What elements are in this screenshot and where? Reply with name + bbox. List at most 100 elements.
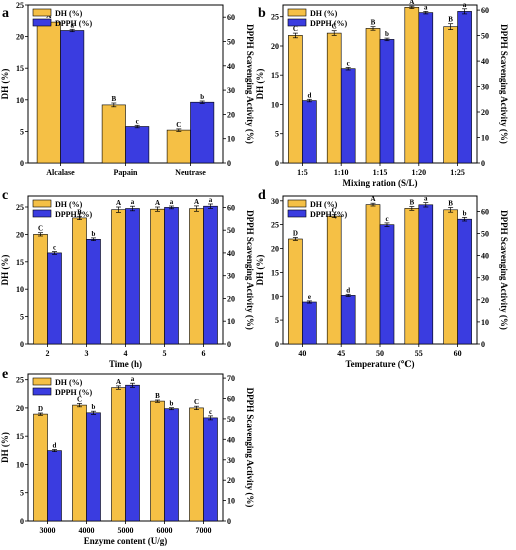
panel-b: b Cd 1:5 Cc 1:10 Bb 1:15 Aa 1:20 Ba 1:25 0 5 10 15 20 25…: [255, 0, 509, 188]
significance-letter: c: [347, 59, 350, 67]
dpph-error-bar-b-1: [345, 67, 351, 71]
panel-letter: c: [2, 188, 8, 203]
y-tick-label: 25: [271, 13, 279, 22]
dpph-bar-e-0: [47, 450, 62, 522]
legend-swatch-dh: [32, 8, 52, 17]
y2-tick-label: 20: [227, 476, 235, 485]
significance-letter: b: [92, 403, 96, 411]
x-tick-label: 7000: [196, 526, 212, 535]
y2-axis-title: DPPH Scavenging Activity (%): [245, 24, 255, 144]
dh-error-bar-d-0: [292, 237, 298, 241]
dh-bar-e-4: [189, 407, 204, 522]
legend-swatch-dh: [287, 8, 307, 17]
dpph-bar-b-3: [418, 12, 434, 164]
dh-error-bar-e-3: [154, 399, 160, 403]
significance-letter: d: [346, 286, 350, 294]
y2-tick-label: 30: [481, 274, 489, 283]
x-tick-label: 55: [415, 349, 423, 358]
y2-tick-label: 60: [227, 395, 235, 404]
dpph-bar-e-4: [203, 417, 218, 522]
x-tick-label: 1:25: [450, 168, 465, 177]
dh-error-bar-d-3: [409, 206, 415, 211]
y2-tick-label: 60: [227, 13, 235, 22]
dpph-bar-c-0: [47, 252, 62, 345]
dpph-bar-a-1: [125, 126, 150, 164]
y-tick-label: 5: [20, 313, 24, 322]
y-tick-label: 10: [16, 461, 24, 470]
y2-tick-label: 10: [481, 318, 489, 327]
y2-tick-label: 40: [481, 252, 489, 261]
y-axis-title: DH (%): [0, 432, 10, 463]
dh-bar-e-2: [111, 387, 126, 522]
dh-bar-d-1: [326, 215, 342, 345]
dh-error-bar-e-4: [193, 405, 199, 410]
dpph-bar-b-0: [302, 100, 317, 164]
y2-tick-label: 0: [227, 517, 231, 526]
legend-label: DH (%): [55, 200, 83, 209]
legend-swatch-dh: [32, 377, 52, 386]
dh-bar-c-1: [72, 217, 87, 345]
dpph-bar-c-4: [203, 205, 218, 345]
dpph-error-bar-e-0: [52, 449, 58, 452]
legend: DH (%)DPPH (%): [32, 199, 92, 219]
significance-letter: b: [200, 93, 204, 101]
significance-letter: c: [385, 215, 388, 223]
dpph-error-bar-e-2: [130, 382, 136, 388]
dpph-error-bar-b-2: [384, 37, 390, 42]
dpph-bar-c-3: [164, 207, 179, 345]
legend-label: DPPH (%): [55, 210, 92, 219]
dpph-error-bar-c-3: [169, 205, 175, 210]
dh-bar-b-0: [288, 35, 303, 164]
dh-error-bar-b-4: [448, 23, 454, 30]
y-tick-label: 10: [16, 96, 24, 105]
x-tick-label: 6000: [157, 526, 173, 535]
y-tick-label: 15: [271, 71, 279, 80]
dpph-bar-c-1: [86, 239, 101, 345]
legend-swatch-dh: [32, 199, 52, 208]
x-tick-label: 1:5: [297, 168, 308, 177]
x-tick-label: Neutrase: [175, 168, 206, 177]
y2-tick-label: 0: [227, 340, 231, 349]
y-tick-label: 10: [16, 285, 24, 294]
panel-letter: a: [2, 6, 9, 21]
y-tick-label: 0: [20, 340, 24, 349]
significance-letter: C: [332, 207, 337, 215]
y-tick-label: 30: [271, 197, 279, 206]
dpph-bar-d-4: [457, 218, 472, 345]
y2-tick-label: 30: [227, 272, 235, 281]
y-axis-title: DH (%): [0, 69, 10, 100]
dpph-error-bar-e-4: [208, 415, 214, 421]
dh-error-bar-c-1: [76, 215, 82, 220]
significance-letter: D: [293, 230, 298, 238]
y2-tick-label: 40: [227, 249, 235, 258]
legend: DH (%)DPPH (%): [32, 8, 92, 28]
y-tick-label: 20: [271, 42, 279, 51]
panel-e: e Dd 3000 Cb 4000 A a 5000 Bb 6000 Cc 7000 0 5 10 15 20 2…: [0, 367, 255, 546]
dh-error-bar-c-3: [154, 206, 160, 212]
dh-error-bar-c-0: [37, 232, 43, 237]
significance-letter: B: [448, 16, 453, 24]
y2-tick-label: 20: [227, 295, 235, 304]
significance-letter: C: [194, 398, 199, 406]
dh-bar-d-2: [365, 204, 381, 345]
dh-error-bar-a-1: [111, 102, 117, 108]
panel-a: aAaAlcalaseBcPapainCbNeutrase05101520250…: [0, 1, 255, 177]
y-tick-label: 5: [275, 316, 279, 325]
y2-tick-label: 30: [227, 456, 235, 465]
y2-tick-label: 50: [227, 38, 235, 47]
dpph-error-bar-b-4: [462, 8, 468, 15]
dpph-error-bar-b-0: [306, 98, 312, 103]
y2-tick-label: 20: [481, 296, 489, 305]
dpph-error-bar-a-2: [199, 100, 205, 104]
y-tick-label: 5: [20, 127, 24, 136]
significance-letter: D: [38, 405, 43, 413]
dh-error-bar-d-2: [370, 202, 376, 207]
y-tick-label: 0: [20, 159, 24, 168]
significance-letter: C: [38, 225, 43, 233]
x-tick-label: 1:20: [411, 168, 426, 177]
y-tick-label: 0: [20, 517, 24, 526]
dpph-bar-a-0: [60, 30, 85, 164]
y2-tick-label: 20: [481, 108, 489, 117]
y-tick-label: 25: [16, 376, 24, 385]
